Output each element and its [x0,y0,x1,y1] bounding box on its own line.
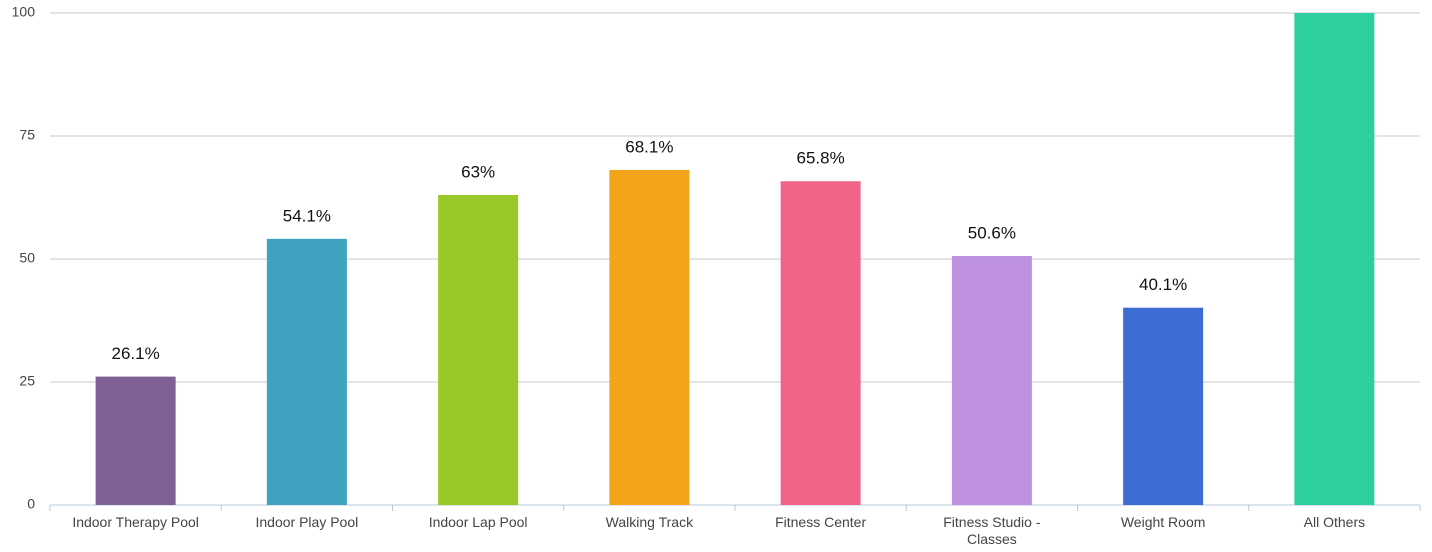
y-tick-label: 25 [19,373,35,389]
data-label: 50.6% [968,224,1016,243]
data-label: 65.8% [797,149,845,168]
bar [1294,13,1375,505]
bar [438,195,519,506]
data-label: 63% [461,163,495,182]
x-tick-label: Fitness Studio - Classes [943,514,1041,547]
x-tick-label: Walking Track [605,514,694,530]
bar [1123,307,1204,505]
x-tick-label: Weight Room [1120,514,1206,530]
bar [266,238,347,505]
bar [95,376,176,505]
data-label: 26.1% [112,344,160,363]
y-tick-label: 75 [19,127,35,143]
x-tick-label: Indoor Lap Pool [428,514,528,530]
y-tick-label: 100 [12,4,36,20]
bar [951,256,1032,505]
data-label: 68.1% [625,137,673,156]
x-tick-label: All Others [1303,514,1366,530]
x-tick-label: Indoor Play Pool [255,514,359,530]
data-label: 40.1% [1139,275,1187,294]
bar [609,169,690,505]
y-tick-label: 0 [27,496,35,512]
bar [780,181,861,505]
x-tick-label: Indoor Therapy Pool [72,514,199,530]
y-tick-label: 50 [19,250,35,266]
x-tick-label: Fitness Center [775,514,867,530]
data-label: 54.1% [283,206,331,225]
